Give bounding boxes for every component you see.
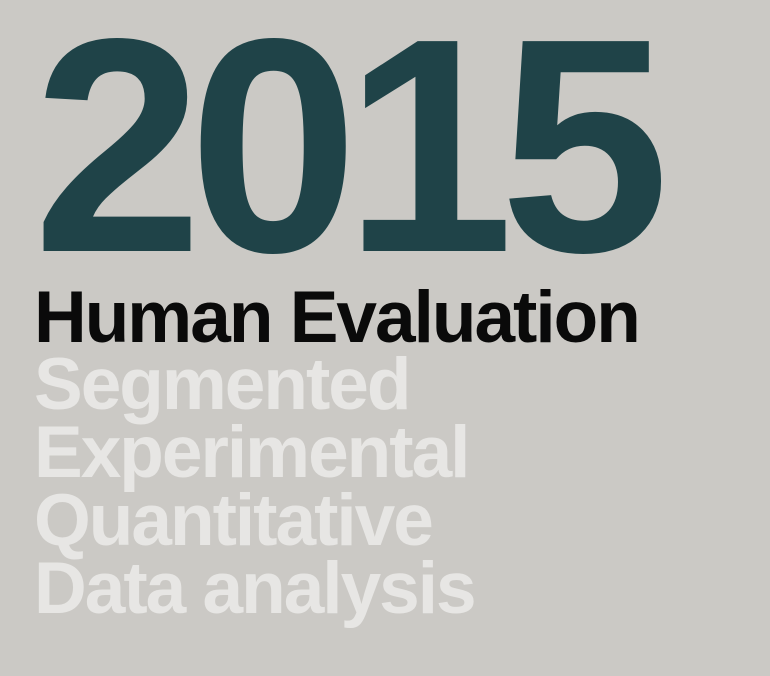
keyword-list: Segmented Experimental Quantitative Data… bbox=[34, 344, 477, 629]
keyword-experimental: Experimental bbox=[34, 412, 470, 493]
keyword-quantitative: Quantitative bbox=[34, 480, 434, 561]
year-title: 2015 bbox=[33, 0, 670, 316]
section-heading: Human Evaluation bbox=[34, 277, 641, 358]
keyword-data-analysis: Data analysis bbox=[34, 548, 477, 629]
keyword-segmented: Segmented bbox=[34, 344, 411, 425]
